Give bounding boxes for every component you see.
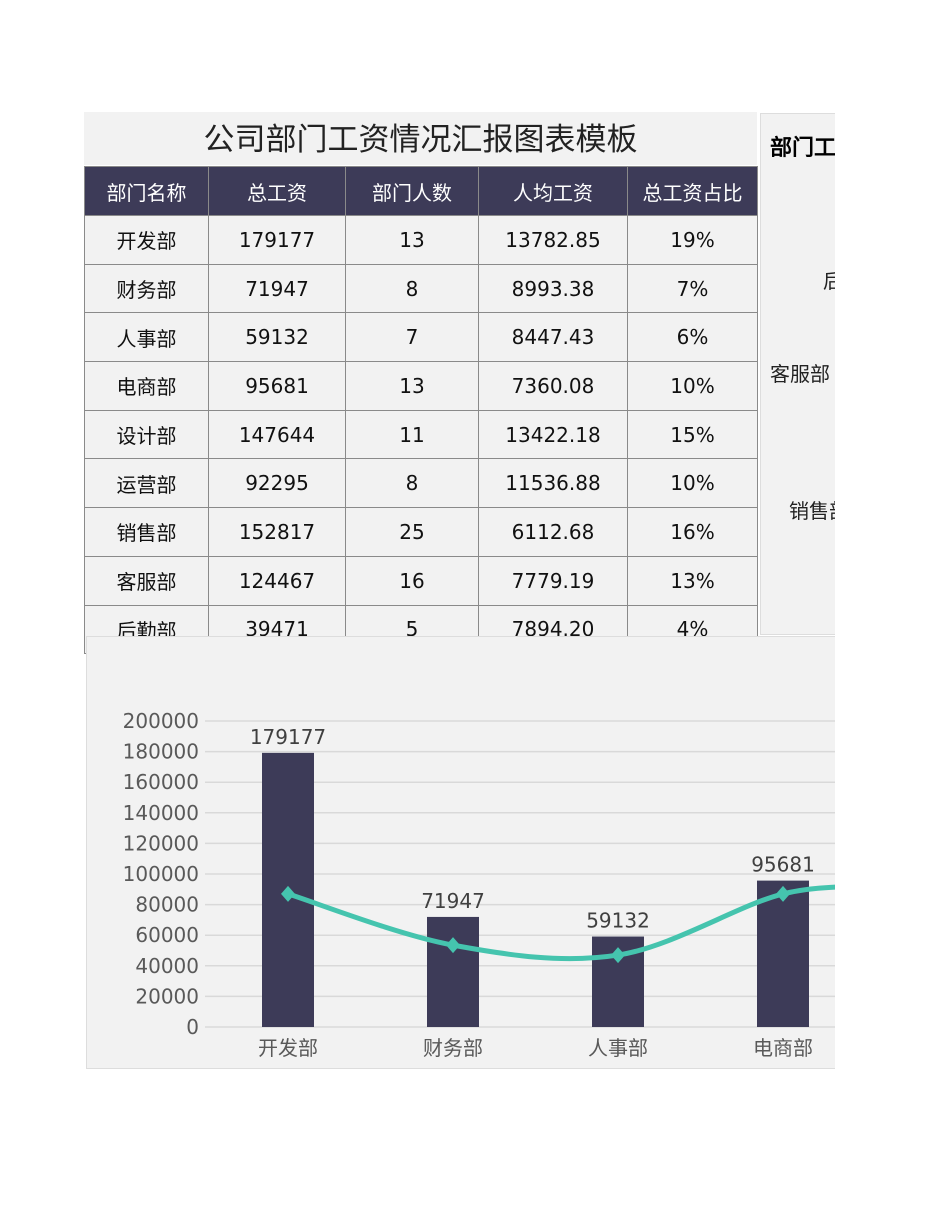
table-cell: 开发部 [84,215,209,265]
table-cell: 7779.19 [478,555,628,606]
table-cell: 销售部 [84,507,209,557]
y-tick-label: 80000 [135,893,199,917]
table-row: 财务部 71947 8 8993.38 7% [84,263,758,314]
trend-line [287,884,835,962]
y-tick-label: 20000 [135,984,199,1008]
table-header-row: 部门名称 总工资 部门人数 人均工资 总工资占比 [84,166,758,216]
pie-chart-title: 部门工 [770,136,835,161]
salary-table: 部门名称 总工资 部门人数 人均工资 总工资占比 开发部 179177 13 13782.85… [84,166,758,655]
table-cell: 8 [345,458,479,509]
table-cell: 10% [627,361,758,411]
line-marker-diamond [446,937,460,954]
pie-label: 客服部 [770,362,830,386]
table-row: 运营部 92295 8 11536.88 10% [84,458,758,509]
table-cell: 179177 [208,215,346,265]
table-cell: 59132 [208,312,346,363]
table-cell: 13 [345,361,479,411]
line-marker-diamond [776,885,790,902]
x-category-label: 人事部 [588,1036,648,1060]
table-cell: 16% [627,507,758,557]
table-cell: 13422.18 [478,409,628,460]
line-marker-diamond [281,885,295,902]
table-cell: 6112.68 [478,507,628,557]
table-cell: 运营部 [84,458,209,509]
table-cell: 147644 [208,409,346,460]
line-marker-diamond [611,947,625,964]
table-cell: 13 [345,215,479,265]
table-cell: 95681 [208,361,346,411]
table-cell: 152817 [208,507,346,557]
bar [757,880,809,1027]
table-cell: 10% [627,458,758,509]
table-cell: 7% [627,263,758,314]
table-cell: 财务部 [84,263,209,314]
table-row: 电商部 95681 13 7360.08 10% [84,361,758,411]
bar-data-label: 59132 [586,909,650,933]
y-tick-label: 180000 [123,740,199,764]
table-row: 设计部 147644 11 13422.18 15% [84,409,758,460]
column-header: 部门人数 [345,166,479,216]
table-cell: 8 [345,263,479,314]
bar-data-label: 71947 [421,889,485,913]
bar-data-label: 179177 [250,725,326,749]
table-cell: 6% [627,312,758,363]
table-cell: 13782.85 [478,215,628,265]
bar [427,916,479,1027]
y-tick-label: 140000 [123,801,199,825]
pie-label: 销售部 [789,499,835,523]
table-cell: 电商部 [84,361,209,411]
y-tick-label: 120000 [123,831,199,855]
table-row: 客服部 124467 16 7779.19 13% [84,555,758,606]
pie-label: 后勤部 [823,269,835,293]
y-tick-label: 100000 [123,862,199,886]
y-tick-label: 60000 [135,923,199,947]
table-row: 销售部 152817 25 6112.68 16% [84,507,758,557]
column-header: 总工资 [208,166,346,216]
x-category-label: 电商部 [753,1036,813,1060]
table-cell: 7 [345,312,479,363]
salary-combo-chart: 0 20000 40000 60000 80000 100000 120000 140000 1… [86,636,835,1069]
y-tick-label: 0 [186,1015,199,1039]
table-cell: 设计部 [84,409,209,460]
y-tick-label: 40000 [135,954,199,978]
table-cell: 客服部 [84,555,209,606]
table-cell: 71947 [208,263,346,314]
column-header: 总工资占比 [627,166,758,216]
table-cell: 8447.43 [478,312,628,363]
chart-svg: 0 20000 40000 60000 80000 100000 120000 140000 1… [123,709,835,1060]
y-tick-label: 200000 [123,709,199,733]
bar-data-label: 95681 [751,853,815,877]
pie-chart-panel: 部门工 后勤部 客服部 销售部 [760,113,835,635]
x-category-label: 开发部 [258,1036,318,1060]
table-cell: 19% [627,215,758,265]
table-cell: 16 [345,555,479,606]
table-cell: 13% [627,555,758,606]
table-row: 开发部 179177 13 13782.85 19% [84,215,758,265]
table-cell: 7360.08 [478,361,628,411]
table-cell: 124467 [208,555,346,606]
table-cell: 15% [627,409,758,460]
table-cell: 92295 [208,458,346,509]
y-tick-label: 160000 [123,770,199,794]
report-title: 公司部门工资情况汇报图表模板 [84,112,757,165]
viewport: 公司部门工资情况汇报图表模板 部门名称 总工资 部门人数 人均工资 总工资占比 开发部 1… [84,112,835,1069]
table-cell: 11536.88 [478,458,628,509]
column-header: 人均工资 [478,166,628,216]
table-cell: 11 [345,409,479,460]
table-cell: 8993.38 [478,263,628,314]
column-header: 部门名称 [84,166,209,216]
table-row: 人事部 59132 7 8447.43 6% [84,312,758,363]
table-cell: 人事部 [84,312,209,363]
table-cell: 25 [345,507,479,557]
x-category-label: 财务部 [423,1036,483,1060]
